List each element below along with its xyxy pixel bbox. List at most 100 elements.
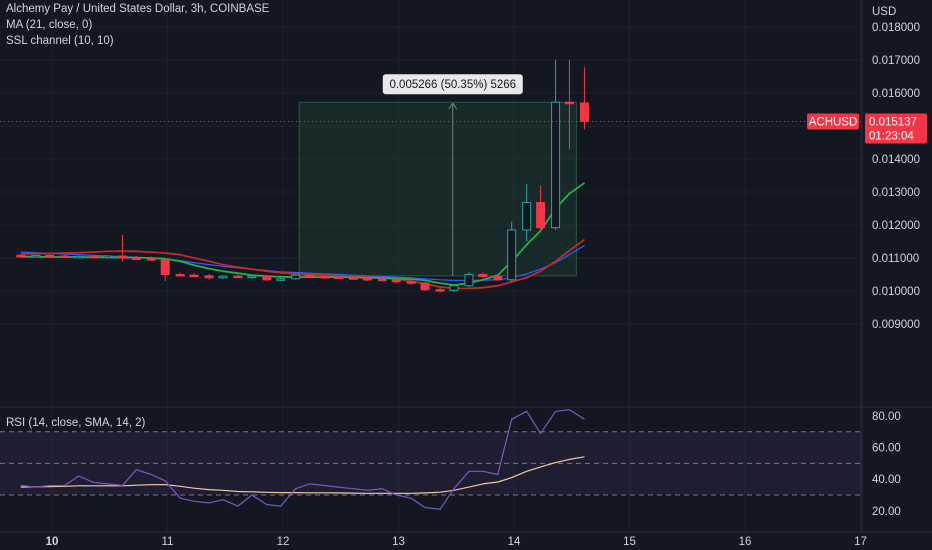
candle[interactable] [45, 254, 55, 258]
candle[interactable] [218, 275, 228, 280]
measure-box [298, 101, 577, 277]
ma-legend[interactable]: MA (21, close, 0) [6, 19, 93, 31]
ma-line [20, 244, 585, 281]
candle[interactable] [435, 287, 445, 293]
price-tick-label: 0.011000 [872, 253, 919, 265]
candle[interactable] [89, 254, 99, 259]
price-tag-countdown: 01:23:04 [869, 130, 914, 142]
candle[interactable] [131, 256, 141, 260]
candle-body [522, 202, 532, 231]
candle[interactable] [117, 234, 127, 262]
candle-body [348, 277, 358, 280]
candle-body [204, 275, 214, 279]
candle[interactable] [247, 275, 257, 280]
time-tick-label: 16 [739, 536, 752, 548]
time-tick-label: 17 [854, 536, 867, 548]
candle-body [507, 229, 517, 281]
candle[interactable] [420, 281, 430, 291]
candle[interactable] [362, 277, 372, 282]
time-tick-label: 13 [392, 536, 405, 548]
candle[interactable] [522, 183, 532, 242]
rsi-lines [20, 409, 585, 510]
price-tick-label: 0.018000 [872, 22, 920, 34]
candle-body [89, 255, 99, 259]
measure-label-text: 0.005266 (50.35%) 5266 [389, 79, 516, 91]
candle[interactable] [262, 275, 272, 282]
candle-body [449, 285, 459, 291]
candle[interactable] [74, 255, 84, 259]
candle[interactable] [189, 273, 199, 278]
chart-title[interactable]: Alchemy Pay / United States Dollar, 3h, … [6, 3, 270, 15]
symbol-tag-box [807, 113, 859, 130]
rsi-tick-label: 40.00 [872, 474, 901, 486]
rsi-line [20, 409, 585, 510]
candle-body [262, 275, 272, 281]
candle[interactable] [146, 256, 156, 261]
candle-body [579, 102, 589, 122]
candle[interactable] [160, 258, 170, 282]
measure-range[interactable] [298, 101, 577, 277]
candle-body [175, 274, 185, 277]
candle-body [146, 258, 156, 261]
candle[interactable] [536, 185, 546, 232]
ssl-legend[interactable]: SSL channel (10, 10) [6, 35, 114, 47]
candle-body [74, 255, 84, 259]
candle[interactable] [406, 280, 416, 286]
price-tick-label: 0.009000 [872, 319, 920, 331]
candle[interactable] [291, 273, 301, 280]
candle[interactable] [102, 255, 112, 259]
price-tick-label: 0.010000 [872, 286, 920, 298]
candle-body [291, 274, 301, 280]
candle[interactable] [348, 276, 358, 280]
candle-body [564, 101, 574, 105]
candle[interactable] [233, 274, 243, 279]
ssl-upper-line [20, 182, 586, 287]
candle-body [16, 254, 26, 258]
candle[interactable] [478, 272, 488, 278]
time-tick-label: 10 [46, 536, 59, 548]
candle[interactable] [276, 277, 286, 282]
rsi-legend[interactable]: RSI (14, close, SMA, 14, 2) [6, 417, 146, 429]
candle[interactable] [493, 274, 503, 282]
candle-body [333, 276, 343, 280]
currency-label: USD [872, 6, 896, 18]
candle[interactable] [204, 273, 214, 280]
candle-body [362, 277, 372, 281]
candle[interactable] [305, 273, 315, 278]
ssl-channel [20, 182, 586, 290]
candle[interactable] [377, 277, 387, 282]
ma-polyline [20, 244, 585, 281]
candles[interactable] [16, 60, 589, 293]
candle-body [551, 101, 561, 229]
time-tick-label: 12 [277, 536, 290, 548]
price-tick-label: 0.017000 [872, 55, 920, 67]
candle[interactable] [449, 284, 459, 292]
candle[interactable] [507, 221, 517, 282]
candle[interactable] [551, 60, 561, 230]
rsi-tick-label: 60.00 [872, 443, 901, 455]
candle[interactable] [60, 254, 70, 259]
candle-body [160, 259, 170, 275]
price-tag: ACHUSD 0.015137 01:23:04 [807, 113, 927, 144]
candle[interactable] [564, 60, 574, 150]
candle[interactable] [333, 275, 343, 280]
candle[interactable] [391, 278, 401, 284]
time-axis[interactable]: 10 11 12 13 14 15 16 17 [46, 536, 867, 548]
candle-body [435, 289, 445, 292]
candle-body [536, 202, 546, 229]
price-tick-label: 0.016000 [872, 88, 920, 100]
price-tick-label: 0.012000 [872, 220, 920, 232]
rsi-tick-label: 80.00 [872, 411, 901, 423]
rsi-axis[interactable]: 80.00 60.00 40.00 20.00 [872, 411, 901, 518]
candle[interactable] [320, 275, 330, 280]
candle-body [464, 274, 474, 287]
price-tick-label: 0.014000 [872, 154, 920, 166]
candle[interactable] [175, 272, 185, 277]
candle[interactable] [16, 254, 26, 258]
candle[interactable] [31, 254, 41, 258]
price-tag-box [865, 113, 927, 144]
candle-body [377, 278, 387, 282]
candle[interactable] [464, 271, 474, 288]
symbol-tag-text: ACHUSD [809, 116, 858, 128]
